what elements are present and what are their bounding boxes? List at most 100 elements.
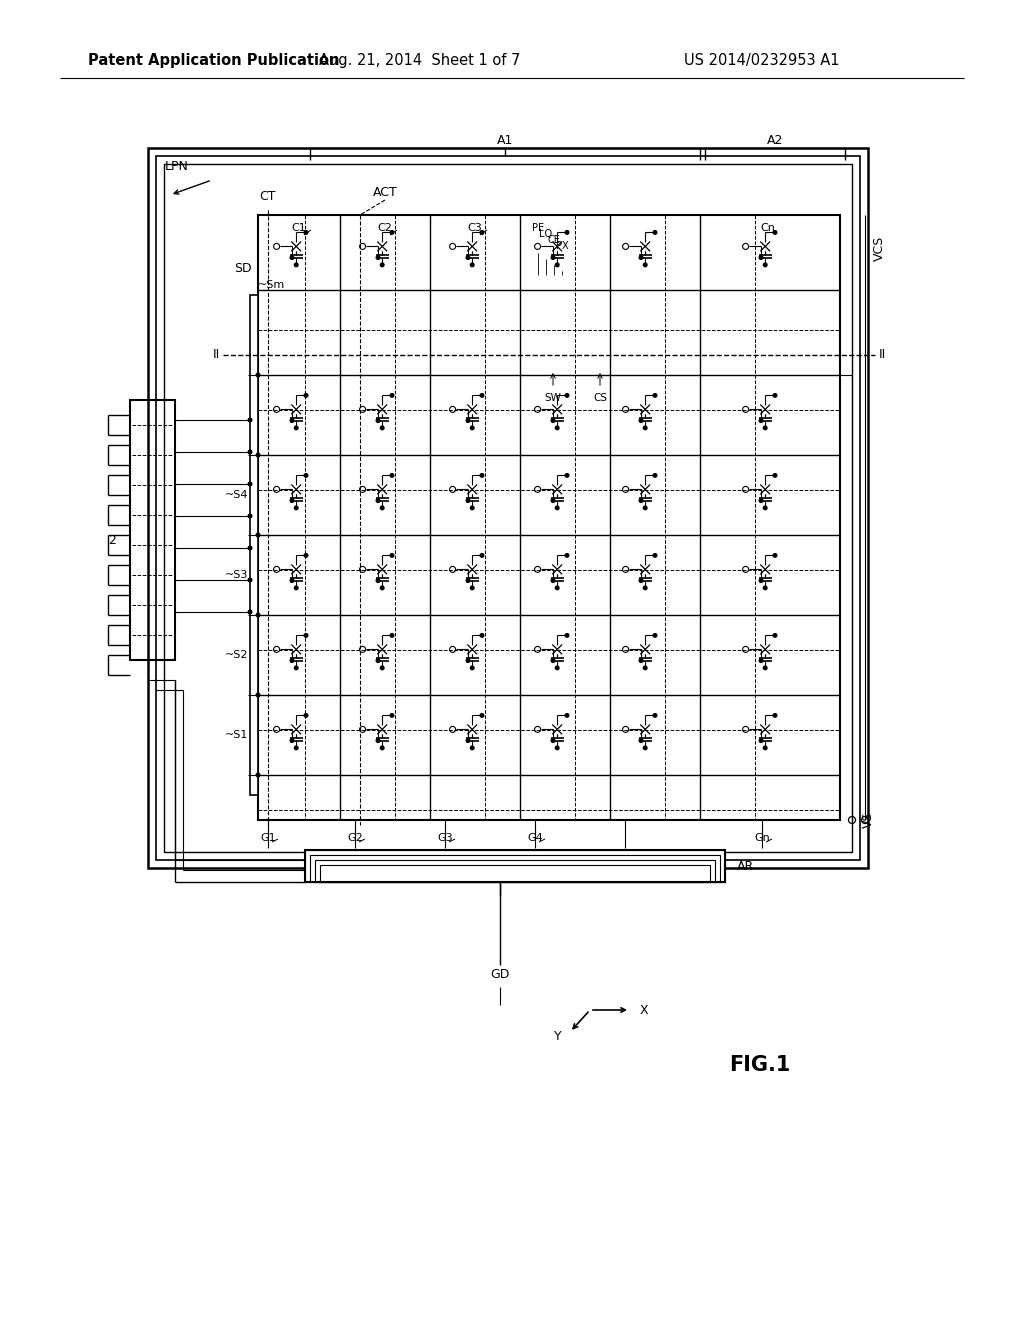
Bar: [315, 861, 715, 882]
Circle shape: [390, 634, 394, 638]
Bar: [310, 855, 720, 882]
Circle shape: [470, 506, 474, 510]
Circle shape: [390, 553, 394, 557]
Text: A2: A2: [767, 133, 783, 147]
Circle shape: [555, 746, 559, 750]
Circle shape: [256, 453, 260, 457]
Text: ACT: ACT: [373, 186, 397, 199]
Circle shape: [376, 499, 380, 503]
Text: G1: G1: [260, 833, 275, 843]
Circle shape: [551, 739, 555, 742]
Circle shape: [759, 256, 763, 260]
Circle shape: [759, 578, 763, 582]
Circle shape: [466, 499, 470, 503]
Circle shape: [248, 546, 252, 550]
Circle shape: [470, 586, 474, 590]
Circle shape: [565, 634, 568, 638]
Text: 2: 2: [109, 533, 116, 546]
Text: PX: PX: [556, 242, 568, 251]
Circle shape: [304, 553, 308, 557]
Circle shape: [295, 586, 298, 590]
Circle shape: [639, 499, 643, 503]
Bar: [258, 215, 840, 820]
Circle shape: [380, 263, 384, 267]
Text: Gn: Gn: [754, 833, 770, 843]
Circle shape: [555, 586, 559, 590]
Text: US 2014/0232953 A1: US 2014/0232953 A1: [684, 53, 840, 67]
Circle shape: [480, 231, 483, 234]
Circle shape: [653, 714, 656, 717]
Circle shape: [565, 393, 568, 397]
Circle shape: [390, 393, 394, 397]
Text: C1: C1: [292, 223, 306, 234]
Circle shape: [295, 746, 298, 750]
Circle shape: [256, 693, 260, 697]
Bar: [319, 865, 710, 882]
Text: ~S4: ~S4: [224, 490, 248, 500]
Circle shape: [470, 667, 474, 669]
Circle shape: [290, 418, 294, 422]
Circle shape: [643, 506, 647, 510]
Circle shape: [759, 659, 763, 663]
Circle shape: [376, 659, 380, 663]
Circle shape: [248, 418, 252, 422]
Circle shape: [639, 578, 643, 582]
Circle shape: [773, 474, 777, 478]
Circle shape: [304, 634, 308, 638]
Text: C2: C2: [378, 223, 392, 234]
Bar: [305, 850, 725, 882]
Circle shape: [643, 667, 647, 669]
Circle shape: [380, 667, 384, 669]
Text: G2: G2: [347, 833, 362, 843]
Text: Cn: Cn: [761, 223, 775, 234]
Circle shape: [643, 746, 647, 750]
Circle shape: [653, 393, 656, 397]
Circle shape: [653, 634, 656, 638]
Circle shape: [248, 578, 252, 582]
Text: PE: PE: [531, 223, 544, 234]
Circle shape: [480, 714, 483, 717]
Circle shape: [290, 499, 294, 503]
Circle shape: [295, 263, 298, 267]
Text: A1: A1: [497, 133, 513, 147]
Text: LQ: LQ: [540, 228, 553, 239]
Text: VCS: VCS: [873, 235, 886, 260]
Circle shape: [466, 659, 470, 663]
Circle shape: [390, 474, 394, 478]
Bar: [164, 164, 852, 851]
Circle shape: [248, 515, 252, 517]
Circle shape: [376, 418, 380, 422]
Circle shape: [773, 714, 777, 717]
Circle shape: [470, 426, 474, 430]
Circle shape: [480, 553, 483, 557]
Circle shape: [256, 774, 260, 776]
Circle shape: [759, 418, 763, 422]
Circle shape: [466, 418, 470, 422]
Text: X: X: [640, 1003, 648, 1016]
Text: SD: SD: [234, 261, 252, 275]
Circle shape: [295, 506, 298, 510]
Circle shape: [470, 746, 474, 750]
Text: SW: SW: [545, 393, 561, 403]
Circle shape: [390, 714, 394, 717]
Bar: [130, 400, 175, 660]
Circle shape: [773, 393, 777, 397]
Text: FIG.1: FIG.1: [729, 1055, 791, 1074]
Bar: [250, 294, 258, 795]
Circle shape: [304, 714, 308, 717]
Circle shape: [764, 746, 767, 750]
Circle shape: [256, 533, 260, 537]
Circle shape: [764, 667, 767, 669]
Circle shape: [380, 506, 384, 510]
Circle shape: [248, 482, 252, 486]
Circle shape: [551, 418, 555, 422]
Text: GD: GD: [490, 969, 510, 982]
Text: ~Sm: ~Sm: [258, 280, 286, 290]
Circle shape: [565, 474, 568, 478]
Text: ~S1: ~S1: [224, 730, 248, 741]
Circle shape: [639, 659, 643, 663]
Circle shape: [639, 739, 643, 742]
Circle shape: [248, 610, 252, 614]
Circle shape: [466, 739, 470, 742]
Text: Patent Application Publication: Patent Application Publication: [88, 53, 340, 67]
